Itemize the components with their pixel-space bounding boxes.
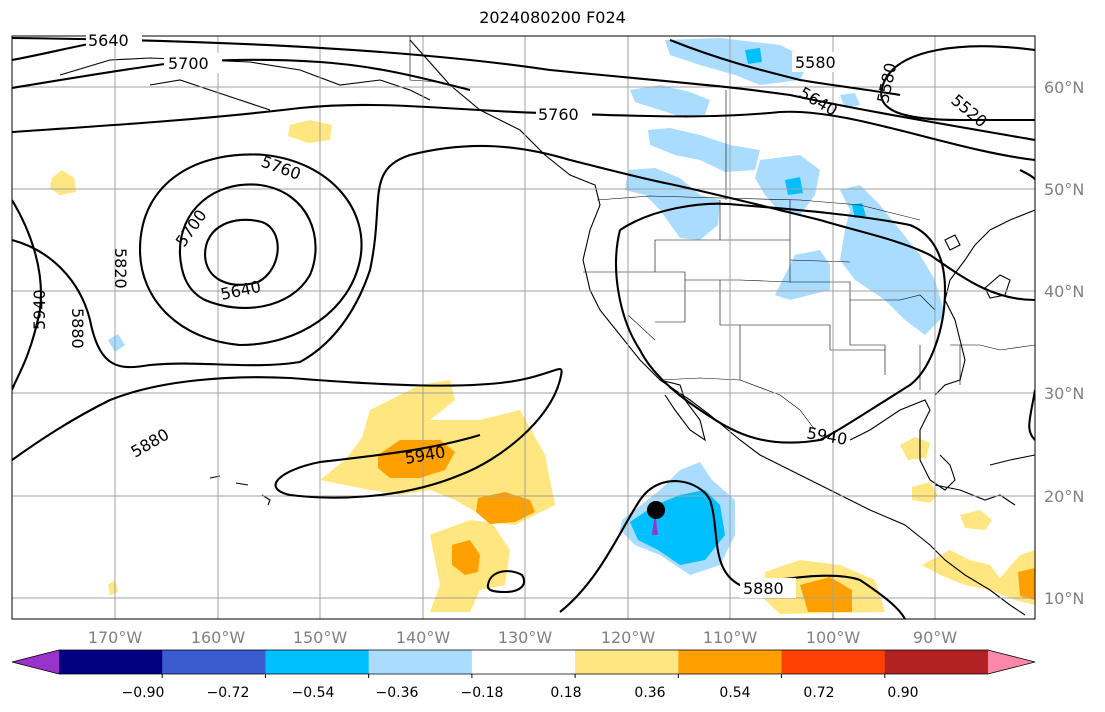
lon-tick-label: 90°W bbox=[913, 628, 957, 647]
map-panel bbox=[12, 36, 1035, 619]
contour-label: 5700 bbox=[168, 54, 209, 73]
lat-tick-label: 10°N bbox=[1044, 589, 1084, 608]
colorbar-swatch bbox=[12, 650, 59, 674]
lat-tick-label: 20°N bbox=[1044, 487, 1084, 506]
colorbar-swatch bbox=[988, 650, 1035, 674]
lat-tick-labels: 60°N 50°N 40°N 30°N 20°N 10°N bbox=[1044, 78, 1084, 608]
colorbar-label: −0.36 bbox=[376, 685, 419, 701]
colorbar-swatch bbox=[59, 650, 163, 674]
colorbar-label: −0.54 bbox=[292, 685, 335, 701]
contour-label: 5760 bbox=[538, 105, 579, 124]
map-frame bbox=[11, 35, 1036, 620]
contour-label: 5880 bbox=[743, 579, 784, 598]
colorbar-swatch bbox=[575, 650, 679, 674]
lon-tick-label: 160°W bbox=[191, 628, 246, 647]
contour-label: 5940 bbox=[30, 289, 49, 330]
storm-marker bbox=[647, 501, 665, 535]
lon-tick-label: 150°W bbox=[293, 628, 348, 647]
lon-tick-label: 120°W bbox=[601, 628, 656, 647]
lon-tick-label: 170°W bbox=[88, 628, 143, 647]
height-contours bbox=[12, 36, 1035, 619]
lat-tick-label: 60°N bbox=[1044, 78, 1084, 97]
colorbar-outline bbox=[11, 649, 1036, 675]
lon-tick-label: 110°W bbox=[703, 628, 758, 647]
lon-tick-label: 100°W bbox=[806, 628, 861, 647]
contour-label: 5580 bbox=[795, 53, 836, 72]
colorbar-swatch bbox=[781, 650, 886, 674]
colorbar-label: 0.36 bbox=[634, 685, 665, 701]
shaded-field-negative bbox=[108, 38, 945, 575]
colorbar-label: −0.90 bbox=[122, 685, 165, 701]
colorbar-swatch bbox=[471, 650, 576, 674]
colorbar-label: −0.18 bbox=[461, 685, 504, 701]
contour-label: 5880 bbox=[68, 308, 87, 349]
lon-tick-label: 130°W bbox=[498, 628, 553, 647]
colorbar-swatch bbox=[265, 650, 370, 674]
colorbar-swatch bbox=[162, 650, 266, 674]
colorbar-label: 0.90 bbox=[887, 685, 918, 701]
colorbar-swatch bbox=[678, 650, 783, 674]
colorbar-label: 0.72 bbox=[803, 685, 834, 701]
colorbar-ticks bbox=[161, 674, 886, 678]
colorbar-swatches bbox=[11, 649, 1036, 675]
contour-label: 5820 bbox=[111, 248, 130, 289]
contour-label: 5640 bbox=[88, 31, 129, 50]
lon-tick-labels: 170°W 160°W 150°W 140°W 130°W 120°W 110°… bbox=[88, 628, 957, 647]
lat-tick-label: 50°N bbox=[1044, 180, 1084, 199]
lat-lon-grid bbox=[12, 36, 1035, 619]
lon-tick-label: 140°W bbox=[396, 628, 451, 647]
colorbar-swatch bbox=[368, 650, 473, 674]
colorbar-label: −0.72 bbox=[207, 685, 250, 701]
lat-tick-label: 40°N bbox=[1044, 282, 1084, 301]
colorbar-swatch bbox=[884, 650, 989, 674]
colorbar-label: 0.54 bbox=[719, 685, 750, 701]
lat-tick-label: 30°N bbox=[1044, 384, 1084, 403]
colorbar-label: 0.18 bbox=[550, 685, 581, 701]
map-title: 2024080200 F024 bbox=[479, 8, 626, 27]
political-boundaries bbox=[409, 36, 1035, 431]
colorbar: −0.90 −0.72 −0.54 −0.36 −0.18 0.18 0.36 … bbox=[11, 649, 1036, 701]
